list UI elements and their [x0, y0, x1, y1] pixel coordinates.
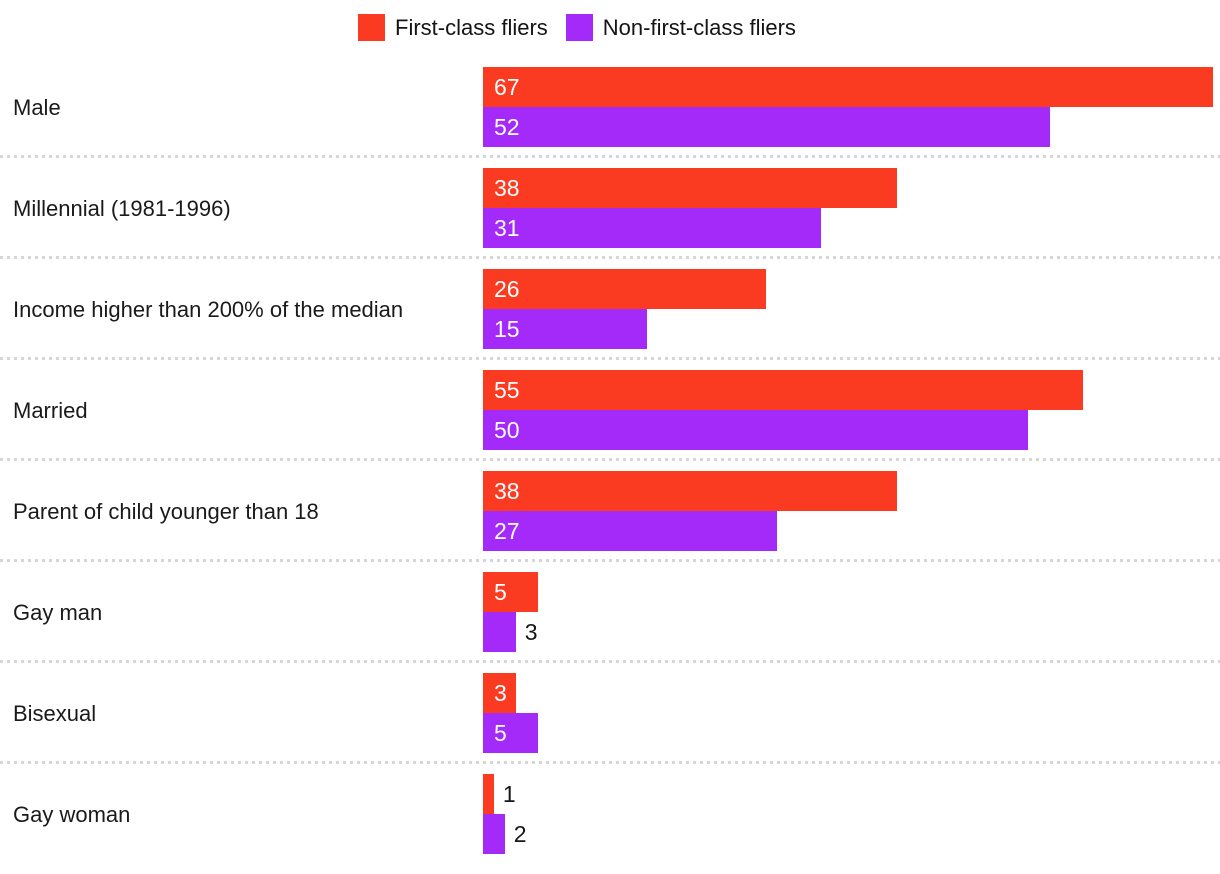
row-separator — [0, 357, 1220, 360]
bar-group: 26 15 — [483, 269, 767, 349]
bar-chart: Male 67 52 Millennial (1981-1996) 38 31 Income… — [0, 57, 1220, 865]
value-label: 26 — [494, 276, 520, 302]
category-label: Parent of child younger than 18 — [13, 498, 319, 524]
category-label: Millennial (1981-1996) — [13, 195, 231, 221]
bar-group: 38 31 — [483, 168, 898, 248]
bar-first-class-fliers: 55 — [483, 370, 1083, 410]
bar-line: 38 — [483, 168, 898, 208]
bar-first-class-fliers: 5 — [483, 572, 538, 612]
value-label: 67 — [494, 74, 520, 100]
bar-first-class-fliers: 3 — [483, 673, 516, 713]
bar-group: 55 50 — [483, 370, 1083, 450]
chart-row: Bisexual 3 5 — [0, 663, 1220, 764]
bar-line: 52 — [483, 107, 1213, 147]
bar-line: 27 — [483, 511, 897, 551]
chart-row: Gay man 5 3 — [0, 562, 1220, 663]
value-label: 3 — [524, 619, 538, 645]
chart-row: Income higher than 200% of the median 26 1… — [0, 259, 1220, 360]
category-label: Gay man — [13, 599, 103, 625]
bar-line: 1 — [483, 774, 527, 814]
bar-first-class-fliers: 26 — [483, 269, 767, 309]
value-label: 2 — [513, 821, 527, 847]
bar-line: 55 — [483, 370, 1083, 410]
category-label: Male — [13, 94, 61, 120]
bar-line: 26 — [483, 269, 767, 309]
value-label: 15 — [494, 316, 520, 342]
chart-row: Married 55 50 — [0, 360, 1220, 461]
bar-non-first-class-fliers: 50 — [483, 410, 1028, 450]
value-label: 38 — [494, 175, 520, 201]
chart-row: Parent of child younger than 18 38 27 — [0, 461, 1220, 562]
bar-first-class-fliers — [483, 774, 494, 814]
value-label: 1 — [502, 781, 516, 807]
category-label: Married — [13, 397, 88, 423]
bar-line: 2 — [483, 814, 527, 854]
value-label: 3 — [494, 680, 507, 706]
bar-non-first-class-fliers — [483, 612, 516, 652]
value-label: 38 — [494, 478, 520, 504]
bar-non-first-class-fliers: 27 — [483, 511, 778, 551]
bar-group: 67 52 — [483, 67, 1214, 147]
legend-label-first-class: First-class fliers — [395, 14, 548, 40]
legend-swatch-non-first-class — [565, 14, 593, 41]
bar-non-first-class-fliers: 31 — [483, 208, 821, 248]
chart-row: Male 67 52 — [0, 57, 1220, 158]
bar-non-first-class-fliers: 52 — [483, 107, 1050, 147]
bar-first-class-fliers: 38 — [483, 168, 898, 208]
category-label: Income higher than 200% of the median — [13, 296, 404, 322]
chart-row: Millennial (1981-1996) 38 31 — [0, 158, 1220, 259]
bar-line: 38 — [483, 471, 898, 511]
bar-group: 38 27 — [483, 471, 898, 551]
row-separator — [0, 559, 1220, 562]
category-label: Bisexual — [13, 700, 97, 726]
bar-line: 3 — [483, 612, 538, 652]
bar-non-first-class-fliers: 5 — [483, 713, 538, 753]
bar-line: 3 — [483, 673, 538, 713]
row-separator — [0, 155, 1220, 158]
bar-line: 15 — [483, 309, 766, 349]
bar-first-class-fliers: 67 — [483, 67, 1214, 107]
value-label: 50 — [494, 417, 520, 443]
bar-line: 5 — [483, 713, 538, 753]
legend-item-non-first-class: Non-first-class fliers — [565, 14, 796, 41]
legend-swatch-first-class — [358, 14, 385, 41]
chart-row: Gay woman 1 2 — [0, 764, 1220, 865]
bar-non-first-class-fliers — [483, 814, 505, 854]
row-separator — [0, 660, 1220, 663]
row-separator — [0, 256, 1220, 259]
category-label: Gay woman — [13, 801, 131, 827]
value-label: 5 — [494, 720, 507, 746]
bar-first-class-fliers: 38 — [483, 471, 898, 511]
bar-line: 67 — [483, 67, 1214, 107]
legend-label-non-first-class: Non-first-class fliers — [602, 14, 796, 40]
bar-non-first-class-fliers: 15 — [483, 309, 647, 349]
value-label: 52 — [494, 114, 520, 140]
legend: First-class fliers Non-first-class flier… — [358, 14, 796, 41]
row-separator — [0, 458, 1220, 461]
value-label: 31 — [494, 215, 520, 241]
bar-line: 31 — [483, 208, 897, 248]
bar-line: 50 — [483, 410, 1083, 450]
value-label: 55 — [494, 377, 520, 403]
bar-line: 5 — [483, 572, 538, 612]
row-separator — [0, 761, 1220, 764]
value-label: 5 — [494, 579, 507, 605]
legend-item-first-class: First-class fliers — [358, 14, 548, 41]
value-label: 27 — [494, 518, 520, 544]
